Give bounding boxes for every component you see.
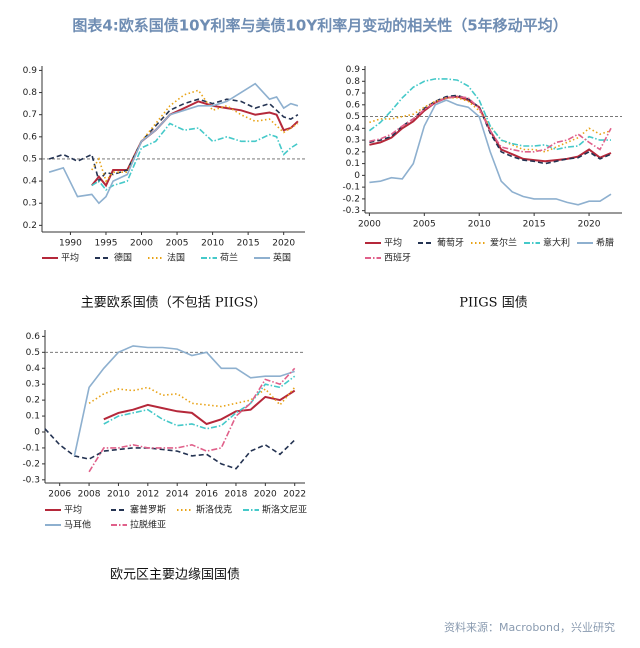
chart-subtitle: 欧元区主要边缘国国债	[110, 568, 240, 583]
y-tick-label: 0.8	[23, 88, 38, 98]
legend-label: 拉脱维亚	[130, 519, 166, 531]
y-tick-label: 0.2	[26, 396, 40, 406]
y-tick-label: 0.4	[23, 177, 38, 187]
y-tick-label: 0.7	[23, 110, 37, 120]
y-tick-label: 0.5	[346, 112, 360, 122]
x-tick-label: 1990	[59, 239, 82, 249]
y-tick-label: 0.9	[23, 66, 38, 76]
x-tick-label: 2010	[107, 490, 130, 500]
y-tick-label: -0.2	[342, 194, 360, 204]
legend-label: 英国	[273, 252, 291, 264]
y-tick-label: 0.1	[346, 159, 360, 169]
y-tick-label: 0.4	[346, 124, 361, 134]
x-tick-label: 2010	[201, 239, 224, 249]
x-tick-label: 2012	[136, 490, 159, 500]
legend-label: 马耳他	[64, 519, 91, 531]
series-line	[44, 428, 296, 470]
chart-subtitle: PIIGS 国债	[459, 296, 527, 311]
legend-label: 斯洛伐克	[196, 504, 232, 516]
series-line	[88, 367, 296, 473]
legend-label: 法国	[167, 252, 185, 264]
x-tick-label: 2000	[130, 239, 153, 249]
y-tick-label: 0.3	[23, 199, 37, 209]
series-line	[48, 82, 299, 205]
x-tick-label: 1995	[95, 239, 118, 249]
y-tick-label: 0.3	[346, 136, 360, 146]
legend-label: 希腊	[596, 237, 614, 249]
y-tick-label: 0.1	[26, 412, 40, 422]
y-tick-label: -0.1	[22, 443, 40, 453]
series-line	[73, 345, 295, 457]
legend-label: 平均	[64, 504, 82, 516]
series-line	[369, 99, 612, 206]
x-tick-label: 2020	[578, 220, 601, 230]
y-tick-label: -0.1	[342, 183, 360, 193]
y-tick-label: 0.5	[26, 348, 40, 358]
legend-label: 平均	[61, 252, 79, 264]
y-tick-label: 0.9	[346, 65, 361, 75]
series-line	[369, 94, 612, 165]
series-line	[103, 389, 296, 426]
x-tick-label: 2000	[358, 220, 381, 230]
y-tick-label: 0.4	[26, 364, 41, 374]
x-tick-label: 2015	[237, 239, 260, 249]
y-tick-label: -0.3	[342, 206, 360, 216]
x-tick-label: 2005	[413, 220, 436, 230]
x-tick-label: 2016	[195, 490, 218, 500]
series-line	[369, 95, 612, 153]
x-tick-label: 2008	[78, 490, 101, 500]
y-tick-label: 0.7	[346, 89, 360, 99]
x-tick-label: 2015	[523, 220, 546, 230]
source-note: 资料来源：Macrobond，兴业研究	[444, 620, 615, 634]
legend-label: 塞普罗斯	[130, 504, 166, 516]
x-tick-label: 2010	[468, 220, 491, 230]
legend-label: 葡萄牙	[437, 237, 464, 249]
x-tick-label: 2018	[225, 490, 248, 500]
legend-label: 平均	[384, 237, 402, 249]
chart-subtitle: 主要欧系国债（不包括 PIIGS）	[81, 296, 266, 311]
x-tick-label: 2005	[166, 239, 189, 249]
series-line	[91, 122, 299, 191]
y-tick-label: 0.5	[23, 154, 37, 164]
legend-label: 斯洛文尼亚	[262, 504, 307, 516]
series-line	[48, 98, 299, 183]
y-tick-label: 0.3	[26, 380, 40, 390]
legend-label: 爱尔兰	[490, 237, 517, 249]
y-tick-label: 0.2	[346, 147, 360, 157]
legend-label: 荷兰	[220, 252, 238, 264]
series-line	[91, 100, 299, 188]
legend-label: 西班牙	[384, 252, 411, 264]
x-tick-label: 2020	[272, 239, 295, 249]
legend-label: 意大利	[543, 237, 570, 249]
x-tick-label: 2014	[166, 490, 189, 500]
x-tick-label: 2006	[48, 490, 71, 500]
y-tick-label: 0.2	[23, 221, 37, 231]
y-tick-label: 0.6	[26, 332, 41, 342]
y-tick-label: -0.2	[22, 459, 40, 469]
y-tick-label: 0.6	[346, 100, 361, 110]
y-tick-label: 0	[354, 171, 360, 181]
x-tick-label: 2022	[283, 490, 306, 500]
legend-label: 德国	[114, 252, 132, 264]
y-tick-label: 0.6	[23, 132, 38, 142]
series-line	[369, 97, 612, 153]
series-line	[368, 78, 611, 151]
y-tick-label: -0.3	[22, 475, 40, 485]
y-tick-label: 0.8	[346, 77, 361, 87]
y-tick-label: 0	[34, 428, 40, 438]
x-tick-label: 2020	[254, 490, 277, 500]
figure-title: 图表4:欧系国债10Y利率与美债10Y利率月变动的相关性（5年移动平均）	[72, 17, 567, 35]
